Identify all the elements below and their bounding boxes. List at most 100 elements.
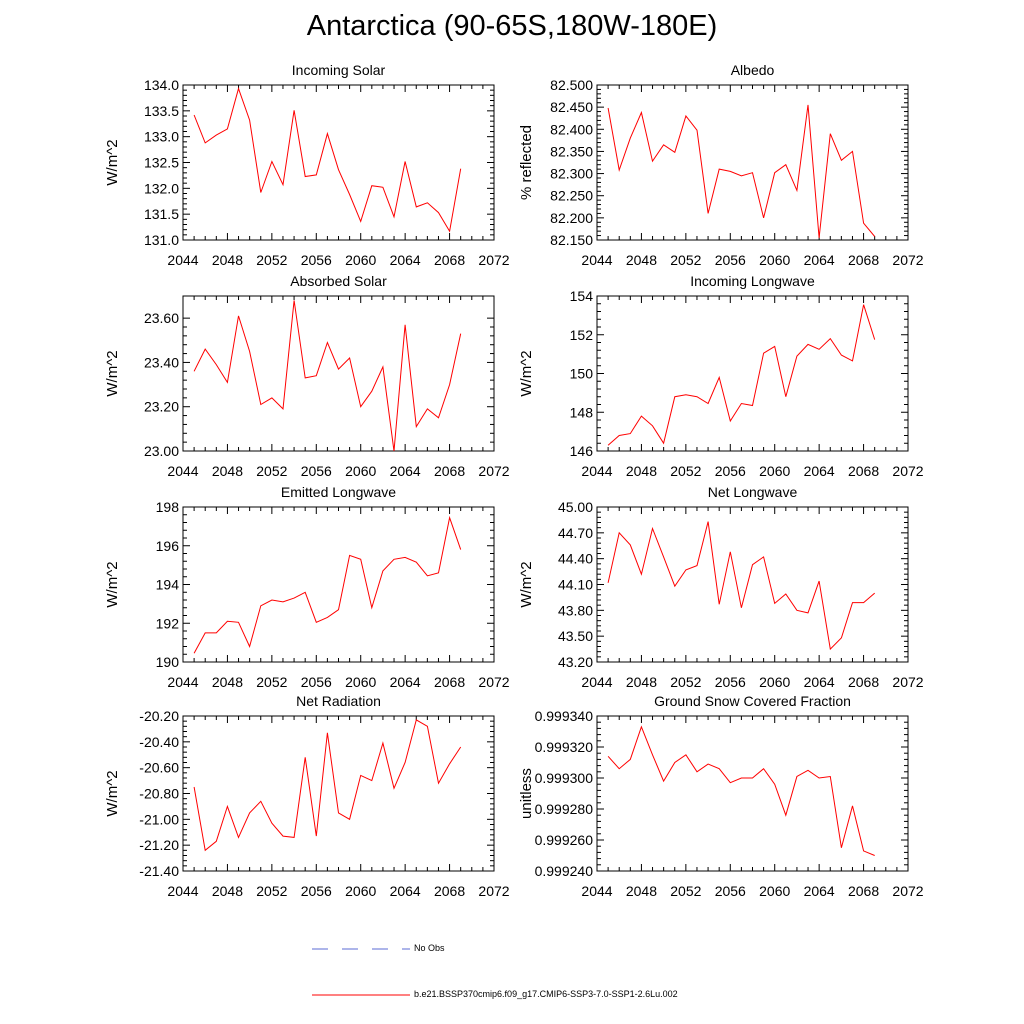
x-tick-label: 2048 xyxy=(212,674,243,690)
y-tick-label: 45.00 xyxy=(558,499,593,515)
y-tick-label: 82.400 xyxy=(550,121,593,137)
y-axis-label: W/m^2 xyxy=(518,561,535,607)
y-tick-label: 131.0 xyxy=(144,232,179,248)
chart-panel-3: Absorbed Solar W/m^2 2044 2048 2052 2056 2060 2… xyxy=(104,273,510,479)
y-tick-label: 134.0 xyxy=(144,77,179,93)
x-tick-label: 2072 xyxy=(478,883,509,899)
y-tick-label: 23.60 xyxy=(144,310,179,326)
y-tick-label: 82.500 xyxy=(550,77,593,93)
chart-title: Ground Snow Covered Fraction xyxy=(654,693,851,709)
x-tick-label: 2056 xyxy=(715,883,746,899)
chart-title: Emitted Longwave xyxy=(281,484,396,500)
series-line xyxy=(607,521,876,651)
x-tick-label: 2052 xyxy=(670,674,701,690)
x-tick-label: 2068 xyxy=(434,883,465,899)
y-tick-label: -21.00 xyxy=(139,811,179,827)
x-tick-label: 2064 xyxy=(390,252,421,268)
y-tick-label: 196 xyxy=(156,538,180,554)
x-tick-label: 2064 xyxy=(390,463,421,479)
y-tick-label: 82.200 xyxy=(550,210,593,226)
x-tick-label: 2060 xyxy=(345,674,376,690)
chart-title: Incoming Solar xyxy=(292,62,386,78)
chart-panel-5: Emitted Longwave W/m^2 2044 2048 2052 2056 206… xyxy=(104,484,510,690)
y-tick-label: 23.20 xyxy=(144,399,179,415)
y-tick-label: 43.20 xyxy=(558,654,593,670)
y-tick-label: 82.150 xyxy=(550,232,593,248)
x-tick-label: 2052 xyxy=(670,883,701,899)
x-tick-label: 2052 xyxy=(256,674,287,690)
x-tick-label: 2064 xyxy=(390,674,421,690)
y-tick-label: 43.50 xyxy=(558,628,593,644)
x-tick-label: 2056 xyxy=(715,252,746,268)
x-tick-label: 2064 xyxy=(390,883,421,899)
y-axis-label: W/m^2 xyxy=(104,139,121,185)
series-line xyxy=(193,300,462,452)
y-tick-label: 44.70 xyxy=(558,525,593,541)
x-tick-label: 2072 xyxy=(892,883,923,899)
x-tick-label: 2072 xyxy=(892,463,923,479)
page-title: Antarctica (90-65S,180W-180E) xyxy=(306,10,718,42)
x-tick-label: 2060 xyxy=(345,883,376,899)
y-tick-label: 0.999340 xyxy=(535,708,594,724)
y-tick-label: 132.0 xyxy=(144,180,179,196)
y-tick-label: 23.00 xyxy=(144,443,179,459)
x-tick-label: 2048 xyxy=(212,252,243,268)
y-tick-label: 43.80 xyxy=(558,602,593,618)
x-tick-label: 2056 xyxy=(301,883,332,899)
x-tick-label: 2044 xyxy=(167,252,198,268)
chart-panel-2: Albedo % reflected 2044 2048 2052 2056 2060 206… xyxy=(518,62,924,268)
chart-title: Albedo xyxy=(731,62,775,78)
chart-panel-4: Incoming Longwave W/m^2 2044 2048 2052 2056 20… xyxy=(518,273,924,479)
chart-panel-1: Incoming Solar W/m^2 2044 2048 2052 2056 2060 2… xyxy=(104,62,510,268)
y-tick-label: -20.40 xyxy=(139,734,179,750)
x-tick-label: 2064 xyxy=(804,674,835,690)
y-tick-label: 150 xyxy=(570,366,594,382)
x-tick-label: 2052 xyxy=(670,463,701,479)
x-tick-label: 2068 xyxy=(434,674,465,690)
x-tick-label: 2060 xyxy=(759,463,790,479)
y-tick-label: -20.60 xyxy=(139,760,179,776)
y-tick-label: -21.40 xyxy=(139,863,179,879)
y-tick-label: 0.999280 xyxy=(535,801,594,817)
x-tick-label: 2068 xyxy=(434,463,465,479)
chart-title: Net Longwave xyxy=(708,484,798,500)
y-tick-label: 0.999240 xyxy=(535,863,594,879)
x-tick-label: 2052 xyxy=(670,252,701,268)
x-tick-label: 2056 xyxy=(301,463,332,479)
y-tick-label: 131.5 xyxy=(144,206,179,222)
x-tick-label: 2072 xyxy=(478,463,509,479)
x-tick-label: 2072 xyxy=(478,252,509,268)
chart-panel-6: Net Longwave W/m^2 2044 2048 2052 2056 2060 206… xyxy=(518,484,924,690)
x-tick-label: 2048 xyxy=(626,883,657,899)
x-tick-label: 2064 xyxy=(804,252,835,268)
x-tick-label: 2068 xyxy=(848,463,879,479)
y-axis-label: W/m^2 xyxy=(104,561,121,607)
x-tick-label: 2072 xyxy=(892,252,923,268)
series-line xyxy=(193,515,462,654)
y-tick-label: 146 xyxy=(570,443,594,459)
y-tick-label: 132.5 xyxy=(144,155,179,171)
x-tick-label: 2064 xyxy=(804,463,835,479)
y-axis-label: W/m^2 xyxy=(104,350,121,396)
y-tick-label: 44.40 xyxy=(558,551,593,567)
y-tick-label: 82.350 xyxy=(550,143,593,159)
x-tick-label: 2052 xyxy=(256,883,287,899)
y-tick-label: 190 xyxy=(156,654,180,670)
chart-panel-7: Net Radiation W/m^2 2044 2048 2052 2056 2060 20… xyxy=(104,693,510,899)
y-tick-label: 154 xyxy=(570,288,594,304)
y-tick-label: 82.250 xyxy=(550,188,593,204)
x-tick-label: 2044 xyxy=(581,252,612,268)
x-tick-label: 2060 xyxy=(759,883,790,899)
x-tick-label: 2060 xyxy=(345,252,376,268)
y-tick-label: -20.80 xyxy=(139,786,179,802)
x-tick-label: 2052 xyxy=(256,252,287,268)
y-tick-label: -21.20 xyxy=(139,837,179,853)
x-tick-label: 2048 xyxy=(626,463,657,479)
x-tick-label: 2056 xyxy=(301,252,332,268)
y-tick-label: 198 xyxy=(156,499,180,515)
y-tick-label: 133.5 xyxy=(144,103,179,119)
y-tick-label: -20.20 xyxy=(139,708,179,724)
x-tick-label: 2068 xyxy=(848,883,879,899)
y-tick-label: 148 xyxy=(570,404,594,420)
y-tick-label: 0.999320 xyxy=(535,739,594,755)
